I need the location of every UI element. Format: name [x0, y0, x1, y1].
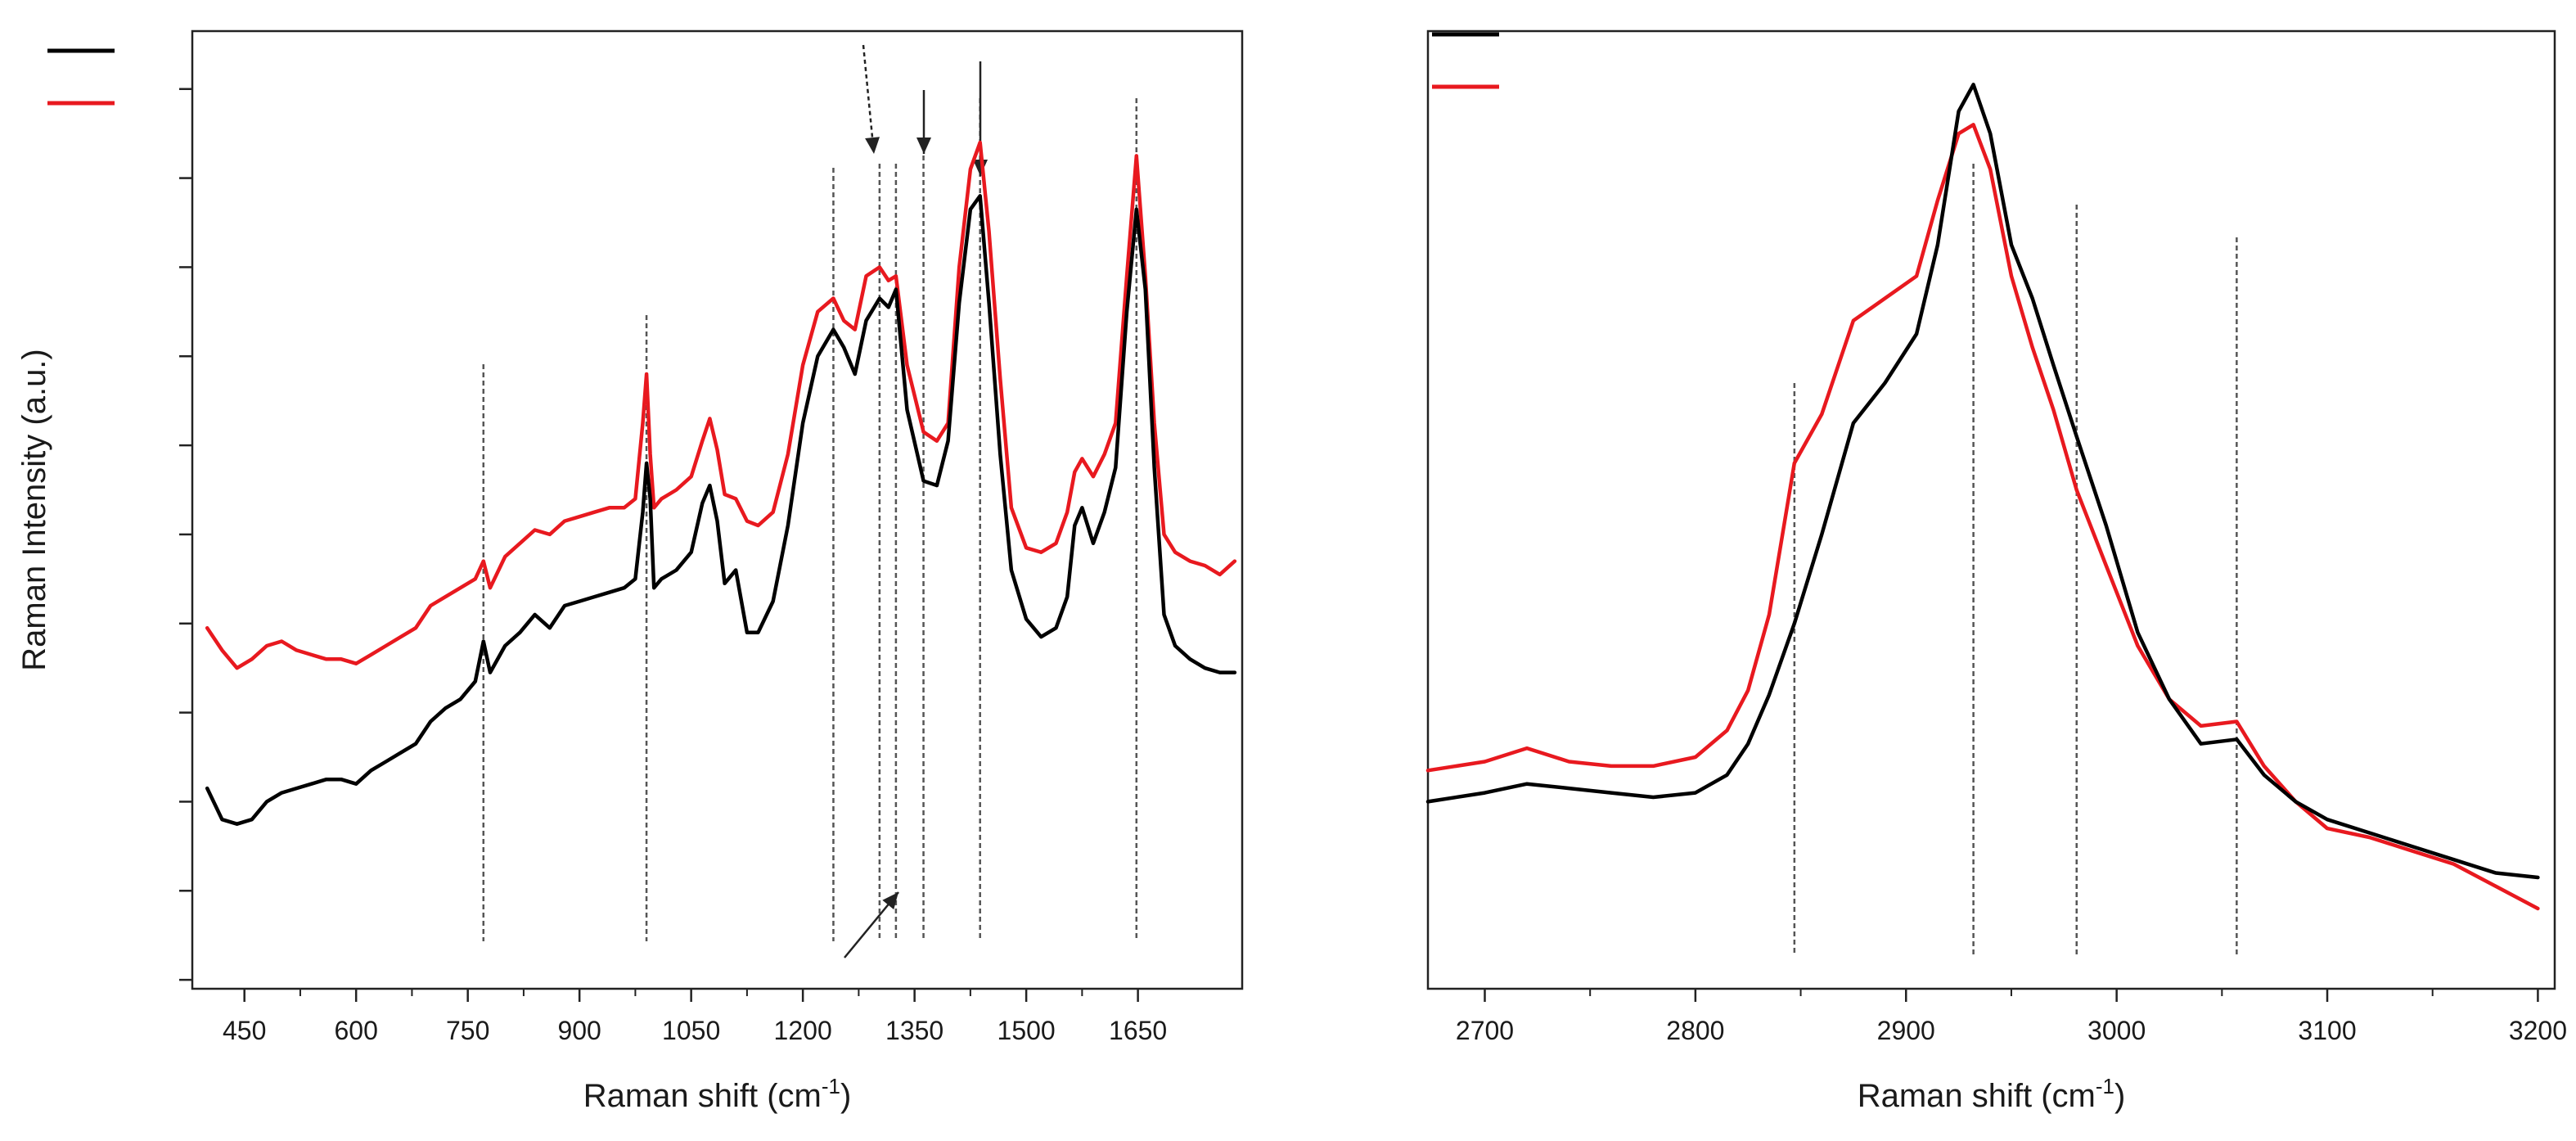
- x-tick-label: 600: [334, 1016, 377, 1045]
- x-axis-label-unit-exponent: -1: [822, 1074, 840, 1098]
- x-tick-label: 1650: [1109, 1016, 1167, 1045]
- x-axis-label: Raman shift (cm-1): [1858, 1074, 2126, 1114]
- x-tick-label: 750: [446, 1016, 489, 1045]
- annotation-arrow: [862, 44, 876, 155]
- series-line-nucleus: [1425, 83, 2540, 880]
- x-tick-label: 2800: [1666, 1016, 1724, 1045]
- x-tick-label: 2700: [1456, 1016, 1514, 1045]
- x-tick-label: 1350: [885, 1016, 943, 1045]
- x-tick-label: 450: [223, 1016, 266, 1045]
- annotation-arrowhead: [865, 137, 880, 154]
- x-tick-label: 3100: [2298, 1016, 2356, 1045]
- x-axis-label-text: Raman shift (cm: [583, 1078, 822, 1114]
- annotation-arrowhead: [882, 892, 898, 910]
- x-tick-label: 2900: [1877, 1016, 1935, 1045]
- plot-frame: [1426, 29, 2556, 990]
- x-axis-label-close: ): [2114, 1078, 2125, 1114]
- x-tick-label: 1500: [998, 1016, 1056, 1045]
- x-tick-label: 1050: [662, 1016, 720, 1045]
- annotation-arrowhead: [916, 138, 931, 154]
- panel-a: 450 600 750 900 1050 1200 1350 1500 1650 Raman In…: [16, 29, 1244, 1114]
- x-axis-label: Raman shift (cm-1): [583, 1074, 852, 1114]
- panel-b: 2700 2800 2900 3000 3100 3200 Raman shift (cm-…: [1425, 29, 2567, 1114]
- x-axis-label-close: ): [840, 1078, 851, 1114]
- plot-frame: [191, 29, 1244, 990]
- x-axis-label-text: Raman shift (cm: [1858, 1078, 2096, 1114]
- series-line-nucleus: [205, 194, 1237, 826]
- x-axis-label-unit-exponent: -1: [2096, 1074, 2114, 1098]
- x-tick-label: 1200: [774, 1016, 832, 1045]
- x-tick-label: 3000: [2087, 1016, 2146, 1045]
- y-axis-label: Raman Intensity (a.u.): [16, 349, 52, 671]
- series-line-cytoplasm: [205, 140, 1237, 670]
- x-tick-label: 3200: [2509, 1016, 2567, 1045]
- x-tick-label: 900: [557, 1016, 601, 1045]
